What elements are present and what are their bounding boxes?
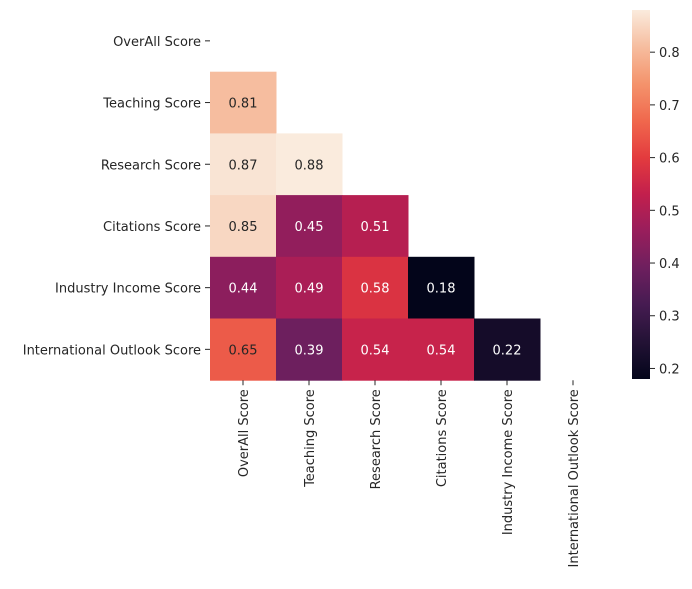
- colorbar-tick-label: 0.3: [659, 310, 680, 325]
- x-tick-label: Research Score: [369, 389, 384, 489]
- cell-value-label: 0.49: [295, 282, 324, 297]
- y-tick-label: Teaching Score: [102, 97, 201, 112]
- heatmap-cell: [342, 256, 409, 319]
- x-tick-label: Teaching Score: [303, 389, 318, 488]
- cell-value-label: 0.45: [295, 220, 324, 235]
- heatmap-cell: [342, 195, 409, 258]
- colorbar-tick-label: 0.2: [659, 362, 680, 377]
- heatmap-cell: [210, 195, 277, 258]
- heatmap-cell: [210, 256, 277, 319]
- cell-value-labels: 0.81 0.87 0.88 0.85 0.45 0.51 0.44 0.49 0.58 0.18…: [229, 97, 522, 359]
- heatmap-cell: [474, 318, 541, 381]
- cell-value-label: 0.87: [229, 158, 258, 173]
- heatmap-cell: [276, 133, 343, 196]
- cell-value-label: 0.39: [295, 343, 324, 358]
- heatmap-cell: [342, 318, 409, 381]
- y-tick-label: Industry Income Score: [55, 282, 201, 297]
- heatmap-cells: [210, 71, 541, 381]
- colorbar-tick-label: 0.7: [659, 99, 680, 114]
- heatmap-cell: [408, 318, 475, 381]
- colorbar: 0.2 0.3 0.4 0.5 0.6 0.7 0.8: [632, 10, 680, 379]
- x-tick-label: International Outlook Score: [567, 389, 582, 567]
- cell-value-label: 0.58: [361, 282, 390, 297]
- x-tick-label: Citations Score: [435, 389, 450, 487]
- cell-value-label: 0.88: [295, 158, 324, 173]
- heatmap-cell: [210, 133, 277, 196]
- x-tick-label: OverAll Score: [237, 389, 252, 477]
- cell-value-label: 0.85: [229, 220, 258, 235]
- y-tick-label: Research Score: [101, 158, 201, 173]
- x-tick-label: Industry Income Score: [501, 389, 516, 535]
- y-axis-ticks: OverAll Score Teaching Score Research Scor…: [23, 35, 210, 358]
- cell-value-label: 0.54: [427, 343, 456, 358]
- colorbar-tick-label: 0.4: [659, 257, 680, 272]
- cell-value-label: 0.54: [361, 343, 390, 358]
- y-tick-label: International Outlook Score: [23, 343, 201, 358]
- colorbar-tick-label: 0.5: [659, 204, 680, 219]
- colorbar-tick-label: 0.8: [659, 46, 680, 61]
- cell-value-label: 0.65: [229, 343, 258, 358]
- cell-value-label: 0.22: [493, 343, 522, 358]
- y-tick-label: OverAll Score: [113, 35, 201, 50]
- y-tick-label: Citations Score: [103, 220, 201, 235]
- heatmap-cell: [276, 195, 343, 258]
- colorbar-tick-label: 0.6: [659, 152, 680, 167]
- cell-value-label: 0.51: [361, 220, 390, 235]
- heatmap-cell: [276, 256, 343, 319]
- colorbar-gradient: [632, 10, 650, 379]
- x-axis-ticks: OverAll Score Teaching Score Research Scor…: [237, 380, 582, 567]
- cell-value-label: 0.44: [229, 282, 258, 297]
- heatmap-cell: [276, 318, 343, 381]
- heatmap-cell: [210, 318, 277, 381]
- cell-value-label: 0.81: [229, 97, 258, 112]
- heatmap-cell: [408, 256, 475, 319]
- cell-value-label: 0.18: [427, 282, 456, 297]
- heatmap-cell: [210, 71, 277, 134]
